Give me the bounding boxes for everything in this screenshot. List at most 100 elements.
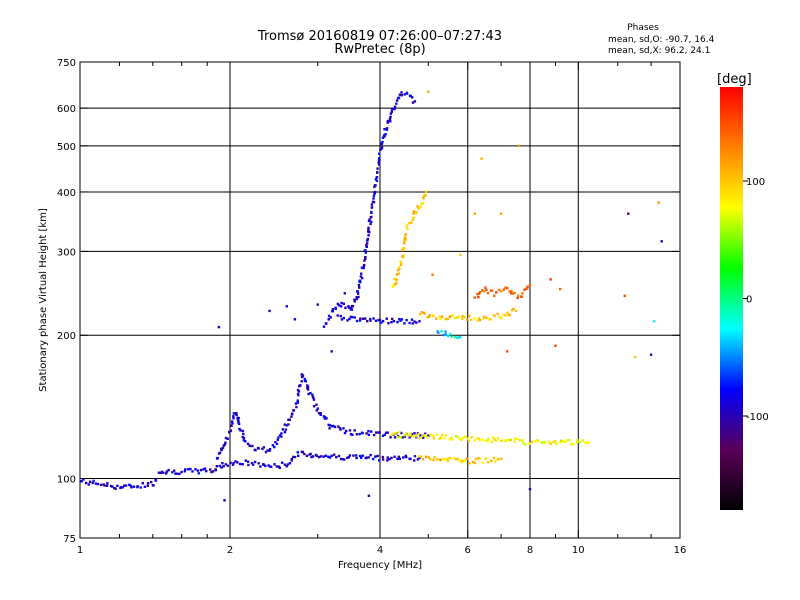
echo-point xyxy=(528,283,532,287)
y-tick-label: 100 xyxy=(57,475,76,486)
echo-point xyxy=(458,459,462,462)
echo-point xyxy=(327,423,330,427)
echo-point xyxy=(424,194,427,197)
echo-point xyxy=(246,460,250,463)
echo-point xyxy=(241,463,244,466)
echo-point xyxy=(162,471,165,474)
echo-point xyxy=(237,416,240,420)
echo-point xyxy=(365,456,368,459)
echo-point xyxy=(493,438,497,441)
echo-point xyxy=(284,428,288,431)
echo-point xyxy=(453,316,456,320)
echo-point xyxy=(455,316,459,319)
echo-point xyxy=(329,316,332,319)
echo-point xyxy=(339,457,343,461)
echo-point xyxy=(261,447,264,451)
scatter-point xyxy=(330,350,333,353)
echo-point xyxy=(559,441,562,444)
echo-point xyxy=(281,461,284,464)
echo-point xyxy=(351,433,354,436)
echo-point xyxy=(268,449,271,452)
echo-point xyxy=(444,333,448,336)
scatter-point xyxy=(649,353,653,356)
echo-point xyxy=(310,455,313,459)
echo-point xyxy=(500,316,503,320)
echo-point xyxy=(365,245,368,248)
echo-point xyxy=(311,393,314,396)
echo-point xyxy=(340,318,344,321)
echo-point xyxy=(439,436,442,440)
echo-point xyxy=(424,432,427,435)
echo-point xyxy=(497,288,501,291)
echo-point xyxy=(346,319,349,322)
echo-point xyxy=(392,320,396,323)
echo-point xyxy=(324,322,328,325)
echo-point xyxy=(296,399,299,402)
echo-point xyxy=(401,256,405,259)
echo-point xyxy=(470,436,473,439)
x-tick-label: 8 xyxy=(527,545,533,556)
chart-title: Tromsø 20160819 07:26:00–07:27:43 xyxy=(257,29,502,44)
echo-point xyxy=(384,431,388,434)
echo-point xyxy=(444,317,448,321)
echo-point xyxy=(482,315,486,319)
echo-point xyxy=(367,226,370,230)
echo-point xyxy=(448,456,451,460)
echo-point xyxy=(508,290,511,293)
echo-point xyxy=(482,317,485,320)
echo-point xyxy=(407,434,410,437)
echo-point xyxy=(424,455,428,458)
echo-point xyxy=(390,433,393,437)
echo-point xyxy=(456,336,459,340)
echo-point xyxy=(80,480,83,483)
echo-point xyxy=(459,336,462,339)
echo-point xyxy=(376,171,379,174)
echo-point xyxy=(363,259,366,262)
echo-point xyxy=(422,197,425,200)
echo-point xyxy=(366,319,369,323)
echo-point xyxy=(563,440,566,443)
echo-point xyxy=(446,317,450,320)
echo-point xyxy=(268,448,272,451)
echo-point xyxy=(478,457,481,460)
echo-point xyxy=(386,121,389,124)
echo-point xyxy=(516,296,519,300)
echo-point xyxy=(508,313,511,317)
echo-point xyxy=(364,317,367,320)
echo-point xyxy=(449,436,453,440)
echo-point xyxy=(396,320,399,324)
echo-point xyxy=(378,431,381,434)
echo-point xyxy=(165,472,168,475)
echo-point xyxy=(526,285,529,288)
echo-point xyxy=(412,212,415,215)
echo-point xyxy=(413,455,417,458)
echo-point xyxy=(218,464,221,468)
echo-point xyxy=(359,317,362,320)
echo-point xyxy=(132,485,136,488)
echo-point xyxy=(235,413,238,417)
echo-point xyxy=(402,456,405,459)
echo-point xyxy=(375,431,378,434)
echo-point xyxy=(88,480,92,483)
echo-point xyxy=(466,437,470,440)
echo-point xyxy=(381,455,385,459)
echo-point xyxy=(139,486,142,489)
echo-point xyxy=(521,292,524,295)
echo-point xyxy=(437,331,440,334)
echo-point xyxy=(484,457,488,461)
echo-point xyxy=(349,315,353,319)
echo-point xyxy=(421,201,425,205)
scatter-point xyxy=(559,287,562,291)
echo-point xyxy=(270,465,273,468)
echo-point xyxy=(372,457,375,461)
y-tick-label: 750 xyxy=(57,58,76,69)
phase-stats-title: Phases xyxy=(627,23,659,33)
echo-point xyxy=(362,266,365,270)
echo-point xyxy=(232,462,235,465)
echo-point xyxy=(315,454,319,458)
y-tick-label: 75 xyxy=(63,534,76,545)
echo-point xyxy=(251,444,254,448)
echo-point xyxy=(391,285,395,289)
echo-point xyxy=(220,448,223,452)
echo-point xyxy=(257,462,260,465)
